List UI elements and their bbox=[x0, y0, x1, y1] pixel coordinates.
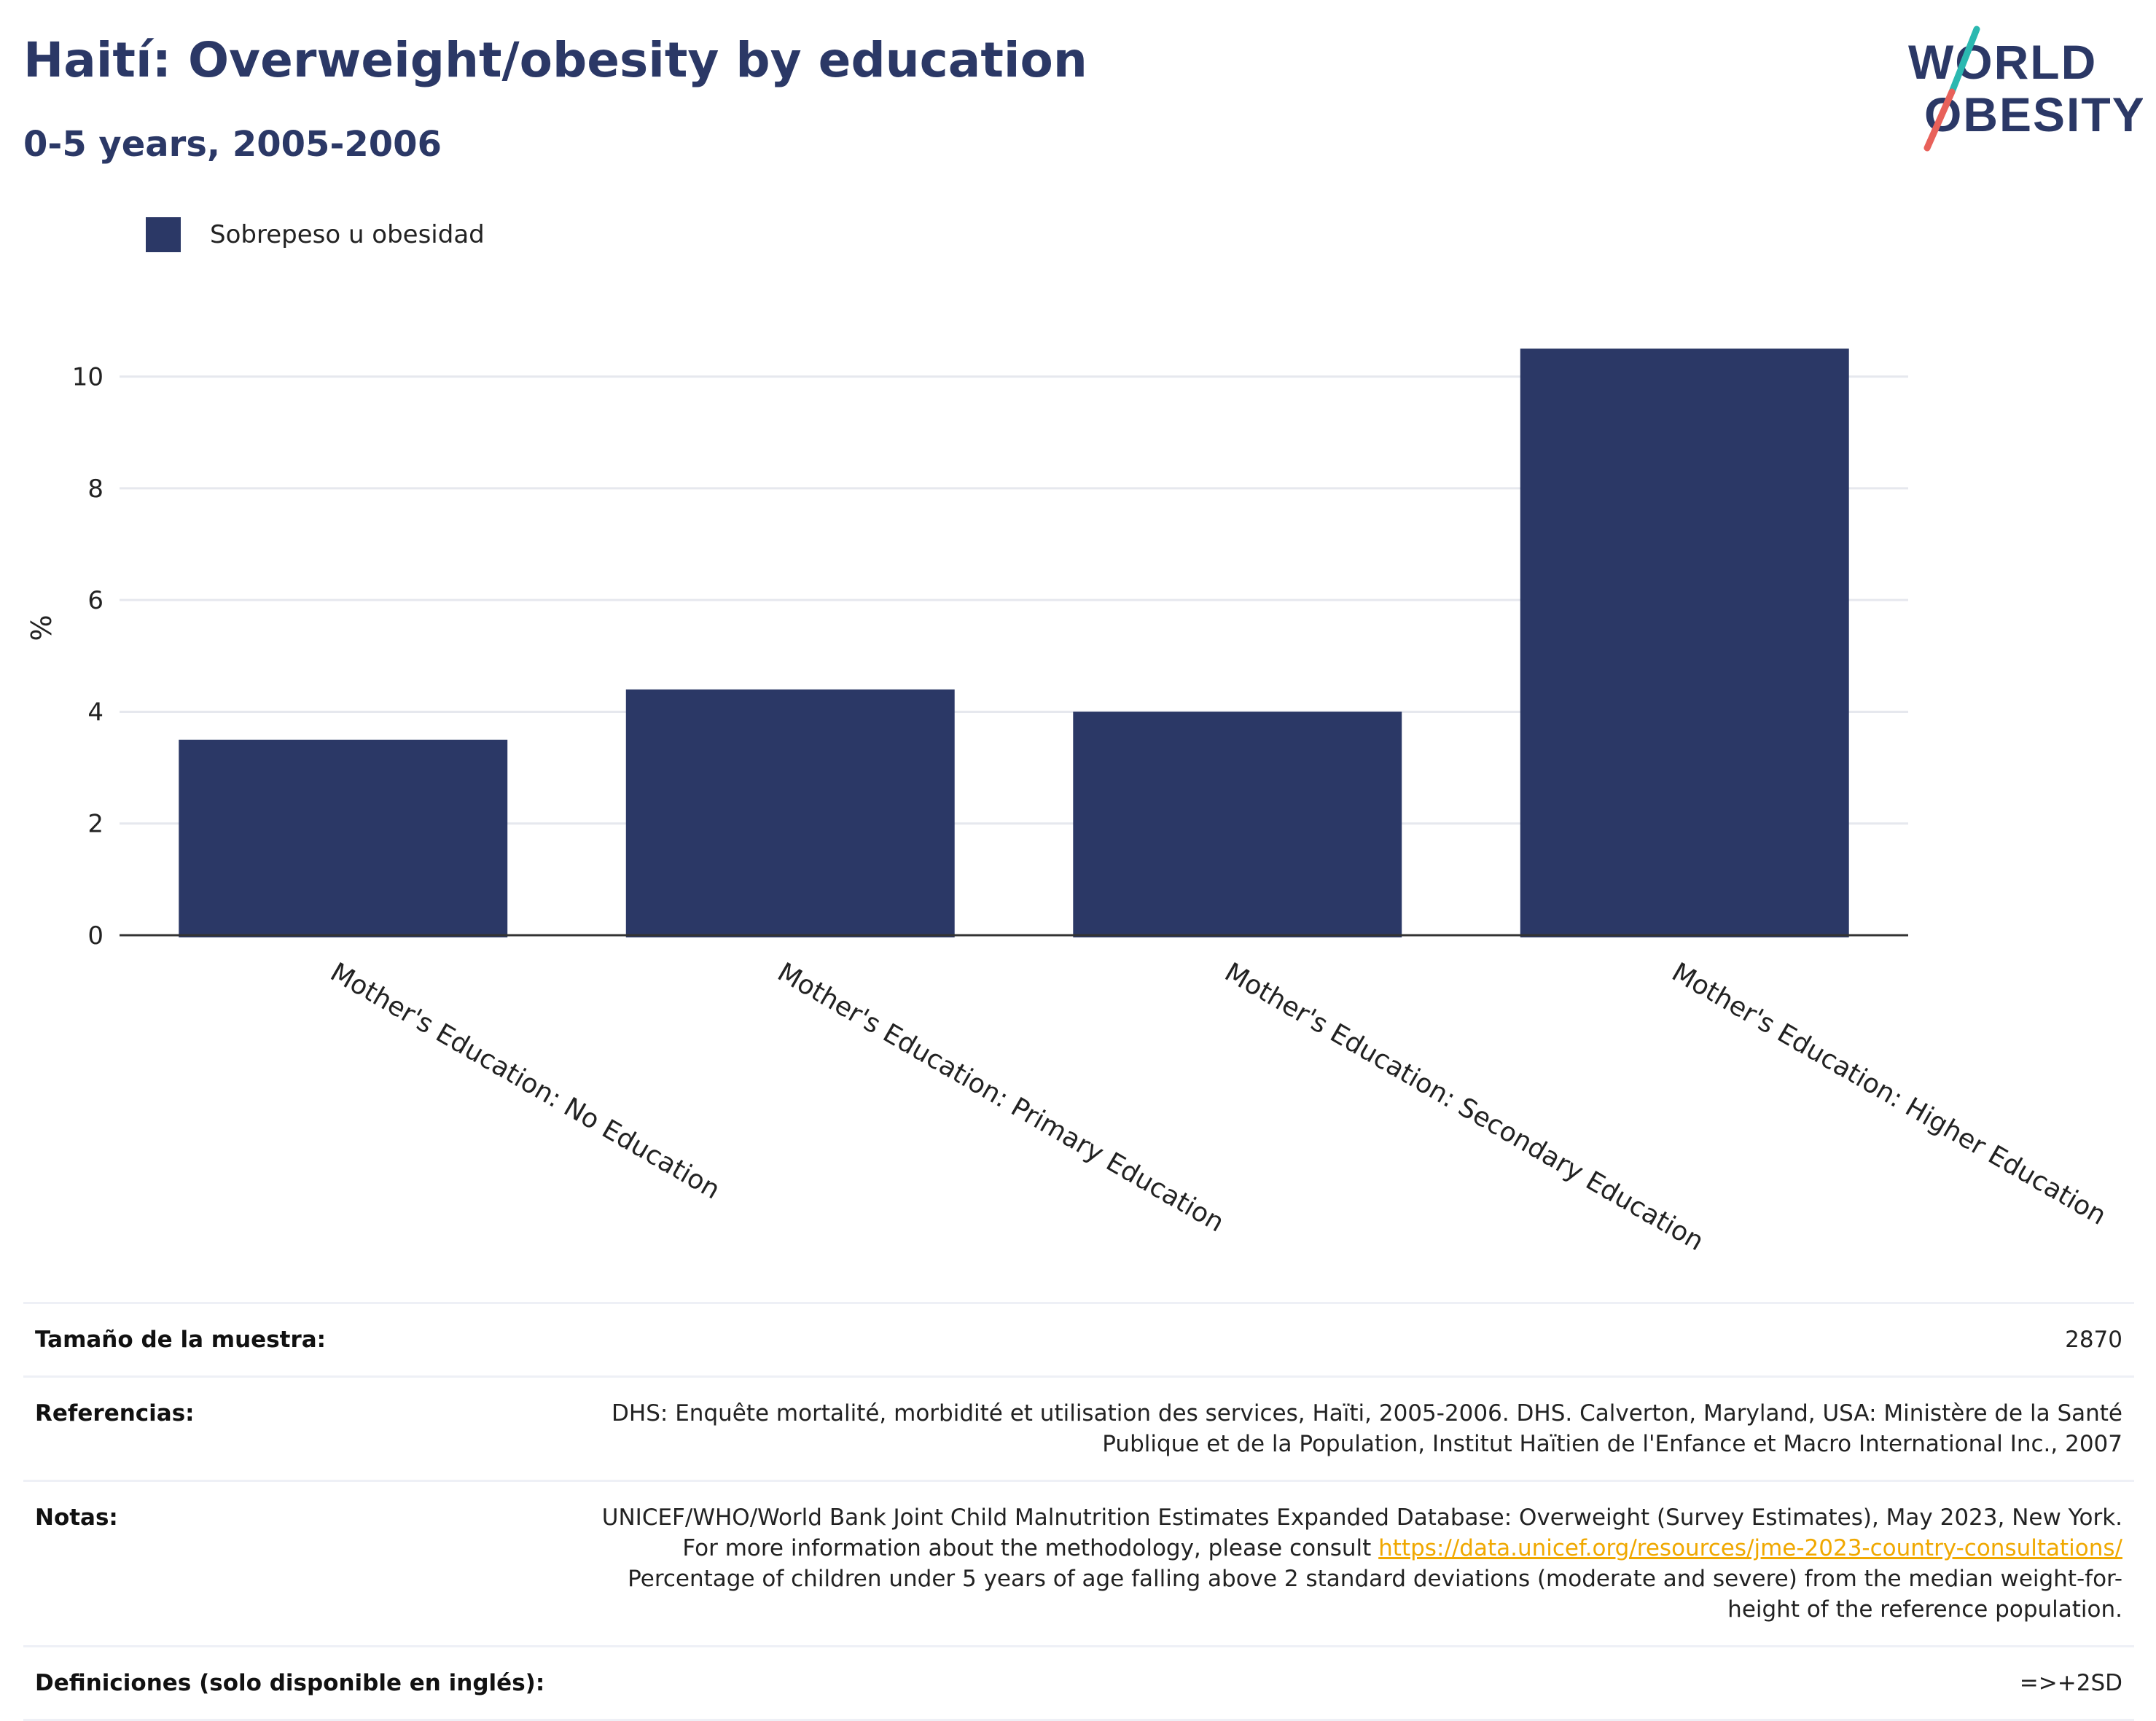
notes-text-before: UNICEF/WHO/World Bank Joint Child Malnut… bbox=[601, 1505, 2122, 1561]
logo-text-obesity: OBESITY bbox=[1924, 87, 2143, 141]
definitions-row: Definiciones (solo disponible en inglés)… bbox=[23, 1645, 2134, 1721]
metadata-table: Tamaño de la muestra: 2870 Referencias: … bbox=[23, 1302, 2134, 1721]
y-tick-label: 2 bbox=[87, 810, 103, 839]
logo-slash-top bbox=[1948, 26, 1980, 95]
x-tick-label: Mother's Education: Primary Education bbox=[773, 957, 1229, 1238]
references-row: Referencias: DHS: Enquête mortalité, mor… bbox=[23, 1375, 2134, 1480]
x-tick-label: Mother's Education: Higher Education bbox=[1667, 957, 2112, 1231]
x-tick-label: Mother's Education: No Education bbox=[325, 957, 724, 1205]
bar bbox=[1520, 348, 1849, 937]
notes-text-after: Percentage of children under 5 years of … bbox=[628, 1566, 2122, 1623]
chart-subtitle: 0-5 years, 2005-2006 bbox=[23, 124, 442, 165]
notes-link[interactable]: https://data.unicef.org/resources/jme-20… bbox=[1378, 1535, 2122, 1561]
notes-value: UNICEF/WHO/World Bank Joint Child Malnut… bbox=[592, 1502, 2122, 1625]
notes-label: Notas: bbox=[35, 1505, 118, 1531]
references-label: Referencias: bbox=[35, 1400, 195, 1427]
definitions-value: =>+2SD bbox=[2019, 1670, 2122, 1696]
y-tick-label: 8 bbox=[87, 475, 103, 504]
y-axis-label: % bbox=[26, 614, 58, 641]
bars-layer bbox=[179, 348, 1849, 937]
chart-legend[interactable]: Sobrepeso u obesidad bbox=[146, 217, 485, 252]
y-tick-label: 4 bbox=[87, 698, 103, 727]
sample-size-value: 2870 bbox=[2065, 1327, 2122, 1353]
x-tick-label: Mother's Education: Secondary Education bbox=[1219, 957, 1708, 1257]
logo-slash-bottom bbox=[1923, 88, 1956, 152]
legend-swatch bbox=[146, 217, 181, 252]
references-value: DHS: Enquête mortalité, morbidité et uti… bbox=[612, 1400, 2122, 1457]
legend-label: Sobrepeso u obesidad bbox=[210, 220, 485, 249]
world-obesity-logo: WORLD OBESITY bbox=[1908, 26, 2143, 152]
y-tick-label: 0 bbox=[87, 921, 103, 951]
y-tick-label: 6 bbox=[87, 586, 103, 615]
y-tick-label: 10 bbox=[72, 363, 103, 392]
definitions-label: Definiciones (solo disponible en inglés)… bbox=[35, 1670, 545, 1696]
chart-title: Haití: Overweight/obesity by education bbox=[23, 32, 1087, 88]
bar bbox=[179, 739, 508, 937]
notes-row: Notas: UNICEF/WHO/World Bank Joint Child… bbox=[23, 1480, 2134, 1645]
logo-text-world: WORLD bbox=[1908, 35, 2097, 89]
bar bbox=[1073, 711, 1402, 937]
sample-size-row: Tamaño de la muestra: 2870 bbox=[23, 1302, 2134, 1375]
bar bbox=[625, 689, 955, 937]
sample-size-label: Tamaño de la muestra: bbox=[35, 1327, 327, 1353]
